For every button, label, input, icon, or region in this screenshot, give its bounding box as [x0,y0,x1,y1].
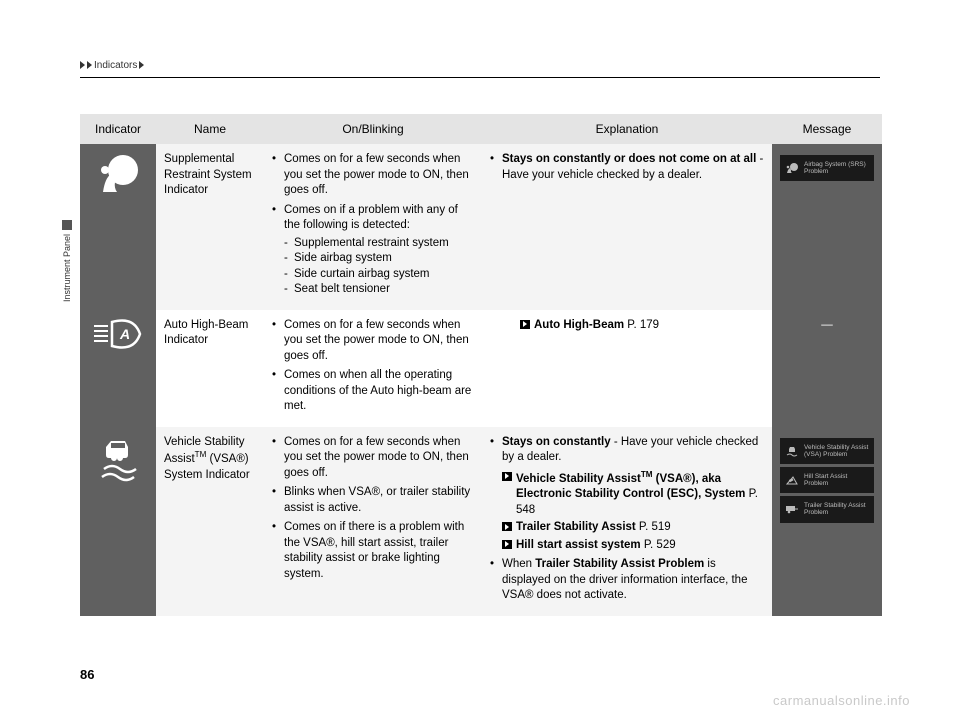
message-box: Trailer Stability Assist Problem [780,496,874,522]
list-item: Comes on if there is a problem with the … [272,520,474,582]
on-cell: Comes on for a few seconds when you set … [264,144,482,310]
top-rule [80,77,880,78]
reference-icon [502,472,512,481]
side-tab-marker [62,220,72,230]
indicator-icon-cell [80,427,156,616]
table-row: A Auto High-Beam Indicator Comes on for … [80,310,882,427]
name-cell: Auto High-Beam Indicator [156,310,264,427]
on-cell: Comes on for a few seconds when you set … [264,427,482,616]
th-explanation: Explanation [482,114,772,144]
side-tab-label: Instrument Panel [62,234,72,302]
page-content: Indicators Indicator Name On/Blinking Ex… [80,60,880,616]
message-box: Hill Start Assist Problem [780,467,874,493]
list-item: Blinks when VSA®, or trailer stability a… [272,485,474,516]
table-row: Supplemental Restraint System Indicator … [80,144,882,310]
th-message: Message [772,114,882,144]
sub-item: Side curtain airbag system [284,267,474,283]
table-header-row: Indicator Name On/Blinking Explanation M… [80,114,882,144]
reference-icon [502,522,512,531]
reference-line: Trailer Stability Assist P. 519 [502,520,764,536]
list-item: Comes on for a few seconds when you set … [272,318,474,365]
breadcrumb-text: Indicators [94,60,137,71]
message-cell: Vehicle Stability Assist (VSA) Problem H… [772,427,882,616]
airbag-msg-icon [785,162,799,174]
vsa-msg-icon [785,445,799,457]
table-row: Vehicle Stability AssistTM (VSA®) System… [80,427,882,616]
page-number: 86 [80,667,94,682]
on-cell: Comes on for a few seconds when you set … [264,310,482,427]
sub-item: Side airbag system [284,251,474,267]
list-item: Comes on for a few seconds when you set … [272,435,474,482]
reference-line: Hill start assist system P. 529 [502,538,764,554]
name-cell: Supplemental Restraint System Indicator [156,144,264,310]
message-cell: Airbag System (SRS) Problem [772,144,882,310]
side-tab: Instrument Panel [62,220,76,330]
th-indicator: Indicator [80,114,156,144]
explanation-cell: Stays on constantly or does not come on … [482,144,772,310]
list-item: Comes on for a few seconds when you set … [272,152,474,199]
auto-high-beam-icon: A [92,318,144,352]
breadcrumb-caret [80,61,85,69]
reference-line: Vehicle Stability AssistTM (VSA®), aka E… [502,470,764,518]
message-cell: — [772,310,882,427]
list-item: Comes on if a problem with any of the fo… [272,203,474,298]
breadcrumb-caret [139,61,144,69]
name-cell: Vehicle Stability AssistTM (VSA®) System… [156,427,264,616]
indicators-table: Indicator Name On/Blinking Explanation M… [80,114,882,616]
reference-line: Auto High-Beam P. 179 [520,318,764,334]
vsa-icon [96,435,140,483]
svg-text:A: A [119,326,130,342]
explanation-cell: Auto High-Beam P. 179 [482,310,772,427]
list-item: When Trailer Stability Assist Problem is… [490,557,764,604]
reference-icon [502,540,512,549]
list-item: Stays on constantly or does not come on … [490,152,764,183]
explanation-cell: Stays on constantly - Have your vehicle … [482,427,772,616]
breadcrumb: Indicators [80,60,880,71]
message-box: Airbag System (SRS) Problem [780,155,874,181]
indicator-icon-cell [80,144,156,310]
th-name: Name [156,114,264,144]
message-box: Vehicle Stability Assist (VSA) Problem [780,438,874,464]
airbag-icon [93,152,143,196]
sub-item: Supplemental restraint system [284,236,474,252]
sub-item: Seat belt tensioner [284,282,474,298]
watermark: carmanualsonline.info [773,693,910,708]
hill-msg-icon [785,474,799,486]
reference-icon [520,320,530,329]
list-item: Comes on when all the operating conditio… [272,368,474,415]
trailer-msg-icon [785,503,799,515]
dash: — [821,319,833,331]
breadcrumb-caret [87,61,92,69]
th-on: On/Blinking [264,114,482,144]
indicator-icon-cell: A [80,310,156,427]
list-item: Stays on constantly - Have your vehicle … [490,435,764,553]
